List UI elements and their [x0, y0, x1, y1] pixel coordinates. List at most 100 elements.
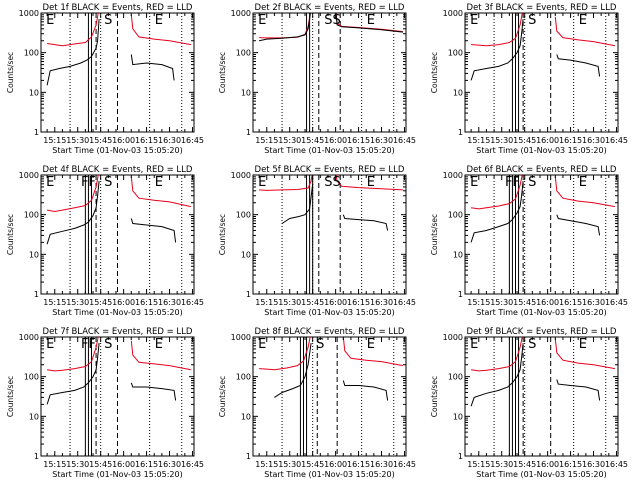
x-tick-label: 15:15	[43, 136, 66, 145]
lld-series-line	[471, 175, 615, 210]
x-tick-label: 15:15	[467, 136, 490, 145]
y-tick-label: 1	[246, 290, 251, 299]
y-tick-label: 10	[453, 412, 463, 421]
y-tick-label: 10	[453, 250, 463, 259]
x-tick-label: 15:45	[89, 460, 112, 469]
event-letter: E	[470, 337, 478, 352]
x-axis-label: Start Time (01-Nov-03 15:05:20)	[52, 470, 182, 479]
marker-lines	[281, 175, 395, 294]
events-series-line	[281, 183, 389, 231]
x-tick-label: 16:00	[324, 136, 347, 145]
events-series-line	[46, 343, 177, 405]
event-letter: E	[470, 175, 478, 190]
x-tick-label: 15:45	[513, 298, 536, 307]
x-tick-label: 15:30	[278, 298, 301, 307]
events-series-line	[470, 343, 601, 407]
x-axis-label: Start Time (01-Nov-03 15:05:20)	[264, 470, 394, 479]
event-letter: E	[155, 337, 163, 352]
x-tick-label: 15:15	[467, 298, 490, 307]
x-tick-label: 16:15	[347, 298, 370, 307]
y-tick-label: 10	[29, 88, 39, 97]
plot-frame	[464, 12, 619, 133]
x-tick-label: 15:15	[43, 298, 66, 307]
x-tick-label: 16:45	[181, 460, 204, 469]
y-tick-label: 1000	[443, 171, 463, 180]
x-tick-label: 16:00	[112, 136, 135, 145]
plot-frame	[252, 12, 407, 133]
x-tick-label: 16:15	[135, 460, 158, 469]
x-tick-label: 16:45	[393, 136, 416, 145]
event-letter: S	[528, 175, 536, 190]
lld-series-line	[47, 13, 191, 47]
x-tick-label: 16:30	[582, 460, 605, 469]
y-tick-label: 1000	[19, 9, 39, 18]
event-letter: E	[367, 13, 375, 28]
x-tick-label: 16:15	[559, 460, 582, 469]
event-letter: E	[46, 337, 54, 352]
event-letter: E	[579, 13, 587, 28]
marker-lines	[493, 13, 607, 132]
x-tick-label: 15:15	[255, 460, 278, 469]
events-series-line	[470, 19, 601, 81]
y-axis-label: Counts/sec	[6, 52, 15, 93]
lld-series-line	[259, 175, 403, 191]
event-letter: FF	[81, 175, 96, 190]
plot-frame	[464, 336, 619, 457]
y-tick-label: 1000	[19, 333, 39, 342]
y-axis-label: Counts/sec	[218, 376, 227, 417]
event-letter: SS	[324, 13, 341, 28]
x-tick-label: 16:30	[370, 460, 393, 469]
x-tick-label: 16:00	[112, 298, 135, 307]
x-tick-label: 16:15	[559, 136, 582, 145]
x-tick-label: 15:30	[278, 460, 301, 469]
y-tick-label: 10	[241, 250, 251, 259]
events-series-line	[46, 181, 177, 245]
x-tick-label: 15:30	[66, 298, 89, 307]
x-tick-label: 16:00	[324, 460, 347, 469]
x-tick-label: 15:15	[467, 460, 490, 469]
panel-title: Det 4f BLACK = Events, RED = LLD	[43, 165, 193, 175]
y-tick-label: 10	[241, 412, 251, 421]
y-tick-label: 1	[34, 290, 39, 299]
y-tick-label: 100	[236, 373, 251, 382]
x-axis-label: Start Time (01-Nov-03 15:05:20)	[476, 146, 606, 155]
y-tick-label: 1	[34, 452, 39, 461]
lld-series-line	[471, 337, 615, 372]
x-tick-label: 16:45	[605, 298, 628, 307]
event-letter: S	[316, 337, 324, 352]
x-tick-label: 15:30	[66, 136, 89, 145]
event-letter: E	[155, 13, 163, 28]
event-letter: S	[528, 337, 536, 352]
x-axis-label: Start Time (01-Nov-03 15:05:20)	[264, 308, 394, 317]
y-tick-label: 1	[458, 290, 463, 299]
x-tick-label: 16:30	[158, 136, 181, 145]
marker-lines	[493, 175, 607, 294]
marker-lines	[493, 337, 607, 456]
marker-lines	[281, 13, 395, 132]
y-tick-label: 100	[24, 373, 39, 382]
event-letter: SS	[324, 175, 341, 190]
x-tick-label: 16:45	[605, 136, 628, 145]
y-tick-label: 10	[241, 88, 251, 97]
y-tick-label: 10	[453, 88, 463, 97]
plot-frame	[252, 174, 407, 295]
event-letter: E	[367, 175, 375, 190]
event-letter: E	[258, 13, 266, 28]
x-tick-label: 15:15	[43, 460, 66, 469]
x-tick-label: 16:45	[605, 460, 628, 469]
y-tick-label: 100	[448, 211, 463, 220]
x-tick-label: 16:15	[347, 136, 370, 145]
x-tick-label: 15:15	[255, 298, 278, 307]
x-tick-label: 15:45	[89, 136, 112, 145]
panel-title: Det 3f BLACK = Events, RED = LLD	[467, 3, 617, 13]
x-tick-label: 16:15	[135, 136, 158, 145]
y-tick-label: 1000	[443, 333, 463, 342]
panel-title: Det 7f BLACK = Events, RED = LLD	[43, 327, 193, 337]
panel-title: Det 8f BLACK = Events, RED = LLD	[255, 327, 405, 337]
y-tick-label: 100	[448, 49, 463, 58]
event-letter: E	[155, 175, 163, 190]
